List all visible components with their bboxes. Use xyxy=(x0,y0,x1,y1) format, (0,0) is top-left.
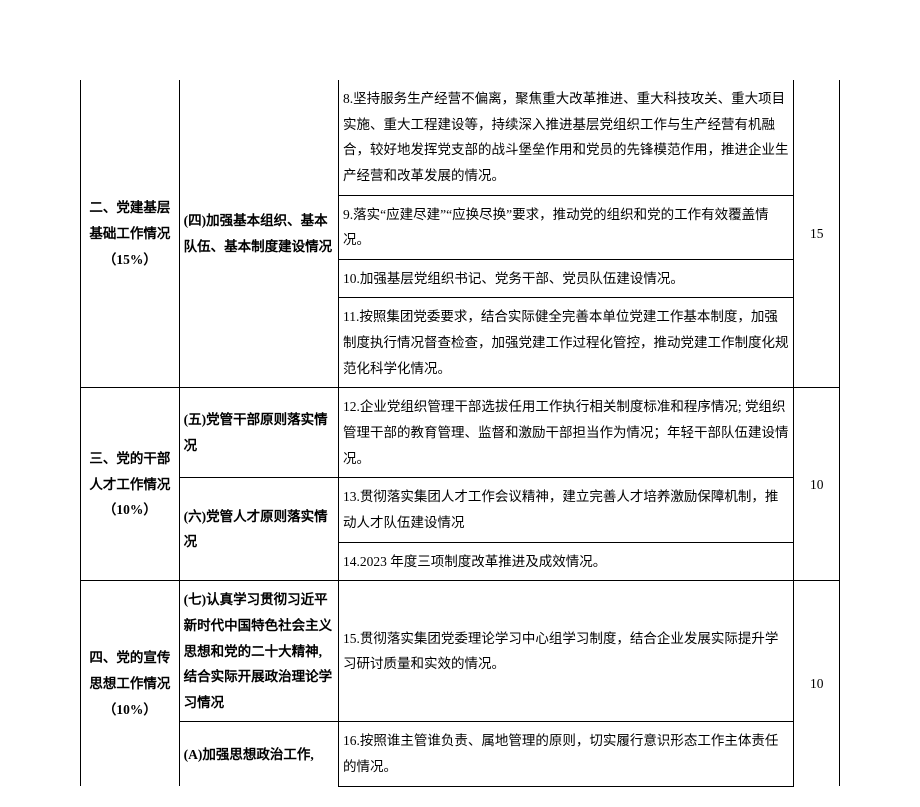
item-16: 16.按照谁主管谁负责、属地管理的原则，切实履行意识形态工作主体责任的情况。 xyxy=(339,722,794,786)
sub-6: (六)党管人才原则落实情况 xyxy=(179,478,338,581)
category-4: 四、党的宣传思想工作情况（10%） xyxy=(81,581,180,786)
sub-5: (五)党管干部原则落实情况 xyxy=(179,388,338,478)
item-13: 13.贯彻落实集团人才工作会议精神，建立完善人才培养激励保障机制，推动人才队伍建… xyxy=(339,478,794,542)
item-12: 12.企业党组织管理干部选拔任用工作执行相关制度标准和程序情况; 党组织管理干部… xyxy=(339,388,794,478)
item-14: 14.2023 年度三项制度改革推进及成效情况。 xyxy=(339,542,794,581)
category-2: 二、党建基层基础工作情况（15%） xyxy=(81,80,180,388)
assessment-table: 二、党建基层基础工作情况（15%） (四)加强基本组织、基本队伍、基本制度建设情… xyxy=(80,80,840,787)
item-9: 9.落实“应建尽建”“应换尽换”要求，推动党的组织和党的工作有效覆盖情况。 xyxy=(339,195,794,259)
score-2: 15 xyxy=(794,80,840,388)
sub-a: (A)加强思想政治工作, xyxy=(179,722,338,786)
score-4: 10 xyxy=(794,581,840,786)
item-8: 8.坚持服务生产经营不偏离，聚焦重大改革推进、重大科技攻关、重大项目实施、重大工… xyxy=(339,80,794,195)
sub-7: (七)认真学习贯彻习近平新时代中国特色社会主义思想和党的二十大精神,结合实际开展… xyxy=(179,581,338,722)
item-15: 15.贯彻落实集团党委理论学习中心组学习制度，结合企业发展实际提升学习研讨质量和… xyxy=(339,581,794,722)
sub-4: (四)加强基本组织、基本队伍、基本制度建设情况 xyxy=(179,80,338,388)
item-10: 10.加强基层党组织书记、党务干部、党员队伍建设情况。 xyxy=(339,259,794,298)
score-3: 10 xyxy=(794,388,840,581)
item-11: 11.按照集团党委要求，结合实际健全完善本单位党建工作基本制度，加强制度执行情况… xyxy=(339,298,794,388)
category-3: 三、党的干部人才工作情况（10%） xyxy=(81,388,180,581)
